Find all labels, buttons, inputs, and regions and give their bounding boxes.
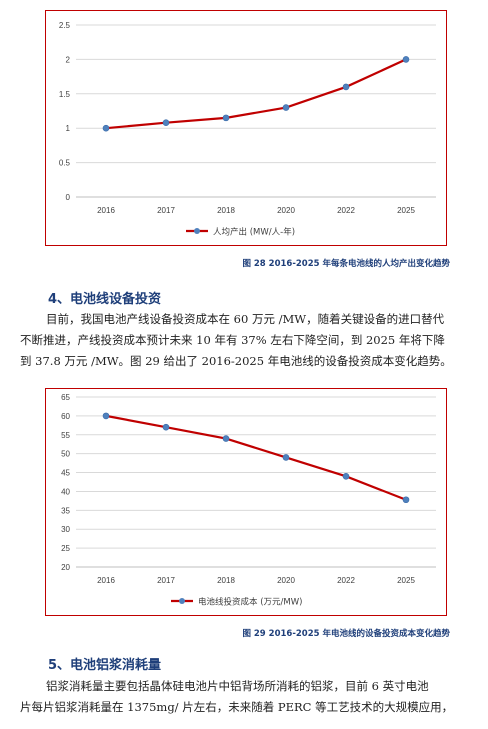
figure-caption-29: 图 29 2016-2025 年电池线的设备投资成本变化趋势 [242,629,450,639]
data-point [162,119,170,126]
series-line [105,414,407,501]
data-point [222,114,230,122]
data-point [102,412,110,420]
y-tick-label: 2 [66,55,71,64]
x-tick-label: 2018 [217,576,235,585]
data-point [342,83,350,91]
y-tick-label: 1.5 [59,90,71,99]
legend-label: 人均产出 (MW/人-年) [213,227,295,238]
data-point [402,56,410,63]
data-point [282,454,290,461]
x-tick-label: 2025 [397,206,415,215]
text-line: 到 37.8 万元 /MW。图 29 给出了 2016-2025 年电池线的设备… [20,354,452,368]
chart-investment-cost: 20 25 30 35 40 45 50 55 60 65 2016 2017 2018 2020 2022… [45,388,447,616]
chart-svg: 0 0.5 1 1.5 2 2.5 2016 2017 2018 2020 2022 2025 人均产出… [59,21,436,238]
text-line: 铝浆消耗量主要包括晶体硅电池片中铝背场所消耗的铝浆，目前 6 英寸电池 [46,679,429,693]
x-tick-label: 2020 [277,206,295,215]
x-tick-label: 2016 [97,576,115,585]
text-line: 片每片铝浆消耗量在 1375mg/ 片左右，未来随着 PERC 等工艺技术的大规… [20,700,454,714]
data-point [342,473,350,480]
y-tick-label: 35 [61,506,70,515]
figure-caption-28: 图 28 2016-2025 年每条电池线的人均产出变化趋势 [242,259,450,269]
legend-marker [179,598,185,604]
series-line [105,58,407,130]
x-tick-label: 2017 [157,576,175,585]
text-line: 目前，我国电池产线设备投资成本在 60 万元 /MW，随着关键设备的进口替代 [46,312,445,326]
section-heading-5: 5、电池铝浆消耗量 [48,658,162,673]
x-tick-label: 2022 [337,576,355,585]
y-tick-label: 50 [61,450,70,459]
legend-marker [194,228,200,234]
y-tick-label: 0.5 [59,159,71,168]
x-tick-label: 2016 [97,206,115,215]
text-line: 不断推进，产线投资成本预计未来 10 年有 37% 左右下降空间，到 2025 … [20,333,445,347]
y-tick-label: 20 [61,563,70,572]
x-tick-label: 2018 [217,206,235,215]
y-tick-label: 60 [61,412,70,421]
y-tick-label: 1 [66,124,71,133]
chart-per-capita-output: 0 0.5 1 1.5 2 2.5 2016 2017 2018 2020 2022 2025 人均产出… [45,10,447,246]
data-point [222,435,230,442]
data-point [162,423,170,431]
y-tick-label: 0 [66,193,71,202]
paragraph-aluminum-paste: 铝浆消耗量主要包括晶体硅电池片中铝背场所消耗的铝浆，目前 6 英寸电池 片每片铝… [20,676,472,718]
y-tick-label: 2.5 [59,21,71,30]
y-tick-label: 55 [61,431,70,440]
data-point [282,104,290,111]
y-tick-label: 30 [61,525,70,534]
y-tick-label: 40 [61,487,70,496]
data-point [102,124,110,132]
legend-label: 电池线投资成本 (万元/MW) [198,597,302,608]
x-tick-label: 2022 [337,206,355,215]
y-tick-label: 45 [61,469,70,478]
x-tick-label: 2017 [157,206,175,215]
data-point [402,496,410,504]
x-tick-label: 2020 [277,576,295,585]
y-tick-label: 65 [61,393,70,402]
y-tick-label: 25 [61,544,70,553]
section-heading-4: 4、电池线设备投资 [48,292,162,307]
paragraph-equipment-investment: 目前，我国电池产线设备投资成本在 60 万元 /MW，随着关键设备的进口替代 不… [20,309,472,372]
x-tick-label: 2025 [397,576,415,585]
